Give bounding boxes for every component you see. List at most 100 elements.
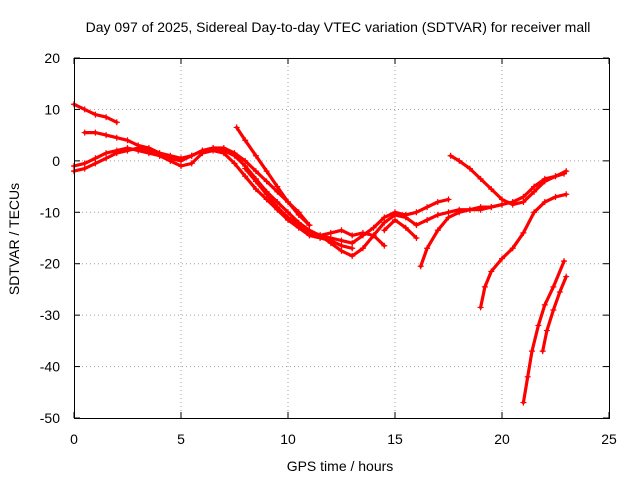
data-point-marker <box>81 160 88 167</box>
data-point-marker <box>424 217 431 223</box>
data-point-marker <box>434 211 441 218</box>
data-point-marker <box>434 199 441 205</box>
data-point-marker <box>520 193 527 200</box>
y-tick-label: 10 <box>44 101 60 117</box>
series-arc-12 <box>520 258 568 406</box>
data-point-marker <box>263 191 270 198</box>
data-point-marker <box>563 191 570 198</box>
data-point-marker <box>561 258 568 265</box>
data-point-marker <box>295 211 302 218</box>
data-point-marker <box>413 209 420 216</box>
data-point-marker <box>349 240 356 247</box>
data-point-marker <box>456 157 463 164</box>
y-tick-label: -50 <box>40 410 60 426</box>
x-tick-label: 15 <box>387 431 403 447</box>
data-point-marker <box>447 152 454 159</box>
y-axis-label: SDTVAR / TECUs <box>6 183 22 295</box>
data-point-marker <box>81 129 88 136</box>
data-point-marker <box>349 232 356 239</box>
data-point-marker <box>349 253 356 259</box>
y-tick-labels: 20 10 0 -10 -20 -30 -40 -50 <box>40 50 609 426</box>
data-point-marker <box>124 137 131 144</box>
data-point-marker <box>103 114 110 121</box>
data-point-marker <box>274 204 281 211</box>
data-point-marker <box>92 111 99 118</box>
data-point-marker <box>456 209 463 216</box>
data-point-marker <box>178 163 184 169</box>
x-tick-label: 0 <box>70 431 78 447</box>
x-tick-label: 5 <box>177 431 185 447</box>
data-point-marker <box>392 211 398 218</box>
x-tick-label: 25 <box>601 431 617 447</box>
data-point-marker <box>541 301 548 308</box>
data-point-marker <box>477 175 484 182</box>
data-point-marker <box>359 229 366 236</box>
data-point-marker <box>509 245 516 252</box>
y-tick-label: -40 <box>40 359 60 375</box>
data-point-marker <box>178 157 184 164</box>
chart-title: Day 097 of 2025, Sidereal Day-to-day VTE… <box>86 19 591 35</box>
data-point-marker <box>499 196 505 203</box>
data-point-marker <box>145 147 152 154</box>
data-point-marker <box>528 348 535 355</box>
data-point-marker <box>103 132 110 139</box>
data-point-marker <box>466 206 473 213</box>
series-arc-1 <box>71 101 120 126</box>
data-point-marker <box>338 227 345 234</box>
data-point-marker <box>499 255 505 262</box>
data-point-marker <box>210 147 217 154</box>
data-point-marker <box>113 119 120 126</box>
data-point-marker <box>445 196 452 203</box>
series-arc-5 <box>233 124 313 229</box>
data-point-marker <box>543 327 550 334</box>
data-point-marker <box>402 214 409 221</box>
data-point-marker <box>550 307 557 313</box>
data-point-marker <box>242 137 249 144</box>
data-point-marker <box>413 222 420 229</box>
data-point-marker <box>535 322 542 329</box>
data-point-marker <box>370 224 377 231</box>
series-line <box>521 259 566 405</box>
x-tick-label: 10 <box>280 431 296 447</box>
data-point-marker <box>220 150 227 157</box>
data-point-marker <box>550 283 557 290</box>
series-arc-8 <box>381 217 420 241</box>
x-tick-labels: 0 5 10 15 20 25 <box>70 58 617 447</box>
series-arc-10 <box>447 152 570 208</box>
data-point-marker <box>488 268 495 275</box>
data-point-marker <box>263 178 270 185</box>
y-tick-label: 0 <box>52 153 60 169</box>
data-point-marker <box>327 229 334 236</box>
data-point-marker <box>306 222 313 229</box>
data-point-marker <box>524 373 531 380</box>
data-point-marker <box>295 222 302 229</box>
data-point-marker <box>541 178 548 185</box>
data-point-marker <box>306 229 313 236</box>
data-point-marker <box>531 183 538 190</box>
data-point-marker <box>477 304 484 311</box>
data-point-marker <box>113 134 120 141</box>
series-line <box>449 154 568 207</box>
data-point-marker <box>531 188 538 195</box>
data-point-marker <box>381 242 388 249</box>
data-point-marker <box>92 129 99 136</box>
data-point-marker <box>231 160 238 167</box>
data-point-marker <box>92 155 99 162</box>
series-line <box>235 125 311 227</box>
data-point-marker <box>520 399 527 406</box>
series-line <box>419 203 504 268</box>
series-arc-4 <box>71 145 356 252</box>
data-point-marker <box>81 165 88 172</box>
data-point-marker <box>167 157 174 164</box>
data-point-marker <box>274 199 281 205</box>
x-axis-label: GPS time / hours <box>287 458 394 474</box>
data-point-marker <box>424 245 431 252</box>
data-point-marker <box>188 152 195 159</box>
data-point-marker <box>124 147 131 154</box>
data-point-marker <box>499 201 505 208</box>
data-point-marker <box>359 245 366 252</box>
data-point-marker <box>381 219 388 226</box>
data-point-marker <box>417 263 424 270</box>
data-point-marker <box>274 183 281 190</box>
data-point-marker <box>252 186 259 193</box>
